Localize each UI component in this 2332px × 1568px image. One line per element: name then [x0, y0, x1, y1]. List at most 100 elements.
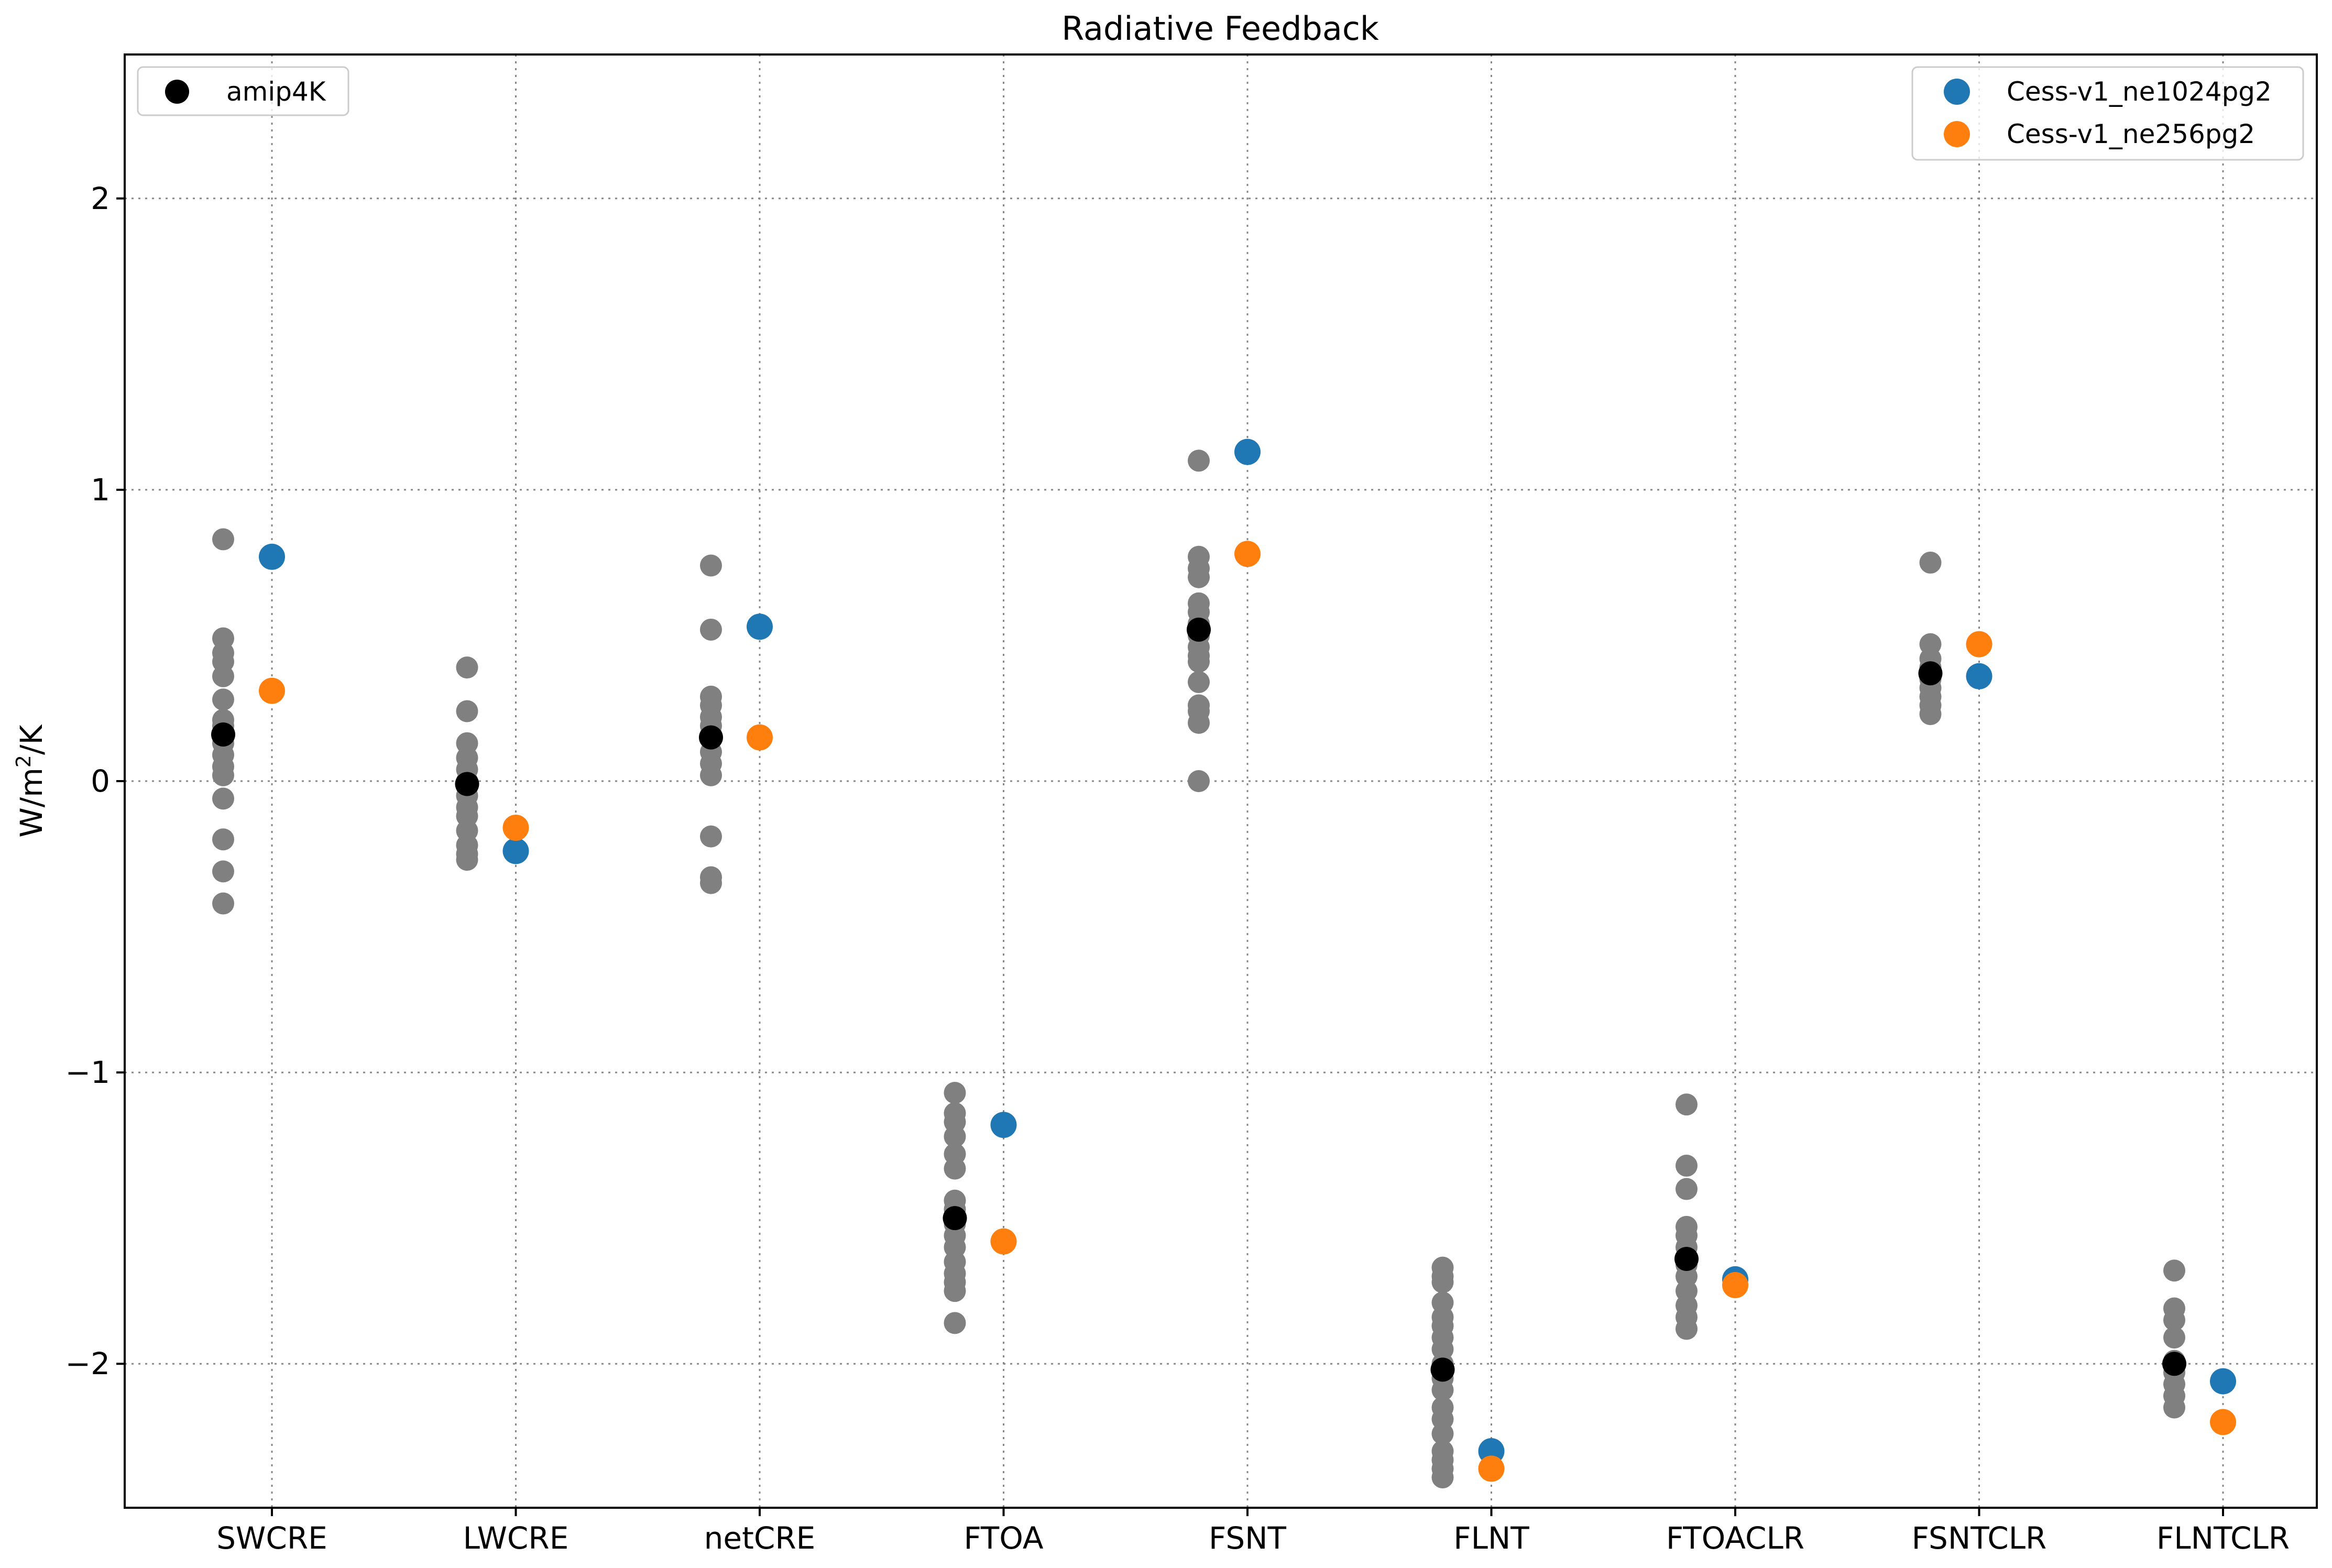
- ensemble-point-ftoaclr: [1676, 1178, 1698, 1200]
- x-tick-label-fsnt: FSNT: [1209, 1520, 1287, 1556]
- ensemble-point-flnt: [1431, 1466, 1454, 1489]
- point-amip4k-fsnt: [1187, 617, 1211, 642]
- point-cess-v1-ne1024pg2-netcre: [747, 613, 773, 640]
- ensemble-point-netcre: [700, 872, 722, 894]
- ensemble-point-flntclr: [2163, 1309, 2185, 1331]
- x-tick-label-flntclr: FLNTCLR: [2156, 1520, 2290, 1556]
- ensemble-point-fsnt: [1188, 449, 1210, 472]
- ensemble-point-fsntclr: [1919, 703, 1942, 726]
- ensemble-point-swcre: [212, 764, 234, 786]
- x-tick-label-ftoaclr: FTOACLR: [1666, 1520, 1804, 1556]
- ensemble-point-flnt: [1431, 1271, 1454, 1293]
- legend-label-amip4K: amip4K: [226, 76, 326, 107]
- chart-title: Radiative Feedback: [1061, 9, 1379, 48]
- ensemble-point-netcre: [700, 618, 722, 641]
- y-axis-label: W/m2/K: [12, 723, 49, 837]
- y-tick-label: −1: [65, 1055, 111, 1090]
- ensemble-point-swcre: [212, 665, 234, 687]
- ensemble-point-swcre: [212, 860, 234, 883]
- legend-marker-amip4K: [165, 80, 189, 104]
- ensemble-point-fsnt: [1188, 711, 1210, 734]
- ensemble-point-ftoa: [944, 1125, 966, 1148]
- x-tick-label-swcre: SWCRE: [216, 1520, 327, 1556]
- legend-marker-cess-ne1024pg2: [1944, 79, 1970, 105]
- point-cess-v1-ne1024pg2-flntclr: [2210, 1368, 2236, 1395]
- y-axis-label-tail: /K: [14, 723, 49, 755]
- x-tick-label-fsntclr: FSNTCLR: [1912, 1520, 2047, 1556]
- ensemble-point-ftoa: [944, 1157, 966, 1180]
- y-tick-label: 1: [91, 472, 110, 508]
- x-tick-label-netcre: netCRE: [704, 1520, 816, 1556]
- ensemble-point-flnt: [1431, 1422, 1454, 1445]
- legend-right-box: [1911, 66, 2304, 161]
- point-cess-v1-ne1024pg2-fsntclr: [1966, 663, 1992, 689]
- legend-left-box: [137, 66, 349, 116]
- point-amip4k-ftoa: [943, 1206, 967, 1231]
- ensemble-point-swcre: [212, 528, 234, 551]
- ensemble-point-lwcre: [456, 656, 478, 679]
- point-amip4k-fsntclr: [1918, 661, 1943, 686]
- ensemble-point-ftoaclr: [1676, 1155, 1698, 1177]
- ensemble-point-flntclr: [2163, 1259, 2185, 1282]
- point-amip4k-swcre: [211, 722, 235, 747]
- ensemble-point-netcre: [700, 764, 722, 786]
- point-amip4k-ftoaclr: [1674, 1247, 1699, 1271]
- ensemble-point-ftoaclr: [1676, 1318, 1698, 1340]
- legend-left: amip4K: [137, 66, 349, 116]
- scatter-points: [211, 438, 2236, 1489]
- point-cess-v1-ne256pg2-fsnt: [1234, 541, 1261, 567]
- ensemble-point-ftoa: [944, 1312, 966, 1334]
- ensemble-point-flnt: [1431, 1379, 1454, 1401]
- ensemble-point-swcre: [212, 828, 234, 851]
- ensemble-point-netcre: [700, 554, 722, 577]
- legend-label-cess-ne1024pg2: Cess-v1_ne1024pg2: [2007, 76, 2272, 107]
- ensemble-point-fsnt: [1188, 671, 1210, 693]
- ensemble-point-fsntclr: [1919, 551, 1942, 574]
- ensemble-point-fsnt: [1188, 566, 1210, 588]
- plot-frame: [124, 53, 2318, 1509]
- point-cess-v1-ne256pg2-flntclr: [2210, 1409, 2236, 1435]
- ensemble-point-ftoa: [944, 1082, 966, 1104]
- legend-label-cess-ne256pg2: Cess-v1_ne256pg2: [2007, 119, 2255, 149]
- ensemble-point-swcre: [212, 688, 234, 711]
- y-tick-label: 2: [91, 181, 110, 216]
- ensemble-point-lwcre: [456, 700, 478, 722]
- legend-marker-cess-ne256pg2: [1944, 121, 1970, 147]
- point-cess-v1-ne1024pg2-lwcre: [502, 838, 529, 864]
- point-amip4k-netcre: [699, 725, 723, 750]
- y-axis-label-base: W/m: [14, 767, 49, 837]
- x-tick-label-ftoa: FTOA: [964, 1520, 1043, 1556]
- ensemble-point-ftoa: [944, 1280, 966, 1302]
- y-axis-label-superscript: 2: [12, 755, 35, 767]
- ensemble-point-flntclr: [2163, 1326, 2185, 1349]
- point-cess-v1-ne256pg2-fsntclr: [1966, 631, 1992, 657]
- point-cess-v1-ne256pg2-flnt: [1478, 1455, 1505, 1482]
- x-tick-label-lwcre: LWCRE: [463, 1520, 569, 1556]
- x-tick-label-flnt: FLNT: [1453, 1520, 1529, 1556]
- ensemble-point-ftoaclr: [1676, 1093, 1698, 1116]
- legend-right: Cess-v1_ne1024pg2 Cess-v1_ne256pg2: [1911, 66, 2304, 161]
- point-cess-v1-ne1024pg2-fsnt: [1234, 438, 1261, 465]
- y-tick-label: 0: [91, 763, 110, 799]
- ensemble-point-swcre: [212, 787, 234, 810]
- point-amip4k-flntclr: [2162, 1352, 2186, 1376]
- ensemble-point-fsnt: [1188, 650, 1210, 673]
- point-amip4k-flnt: [1430, 1357, 1455, 1382]
- point-cess-v1-ne1024pg2-ftoa: [990, 1112, 1017, 1138]
- ensemble-point-lwcre: [456, 849, 478, 871]
- grid-lines: [125, 54, 2317, 1508]
- ensemble-point-fsnt: [1188, 770, 1210, 792]
- ensemble-point-swcre: [212, 892, 234, 915]
- y-tick-label: −2: [65, 1346, 111, 1381]
- ensemble-point-netcre: [700, 825, 722, 848]
- point-cess-v1-ne256pg2-lwcre: [502, 814, 529, 841]
- point-cess-v1-ne1024pg2-swcre: [259, 543, 285, 570]
- point-amip4k-lwcre: [455, 772, 479, 796]
- point-cess-v1-ne256pg2-ftoaclr: [1722, 1272, 1748, 1299]
- point-cess-v1-ne256pg2-ftoa: [990, 1228, 1017, 1255]
- axis-ticks: −2 −1 0 1 2 SWCRE LWCRE netCRE FTOA FSNT FLNT FTOAC…: [65, 181, 2290, 1556]
- point-cess-v1-ne256pg2-netcre: [747, 724, 773, 751]
- point-cess-v1-ne256pg2-swcre: [259, 677, 285, 704]
- ensemble-point-flntclr: [2163, 1396, 2185, 1419]
